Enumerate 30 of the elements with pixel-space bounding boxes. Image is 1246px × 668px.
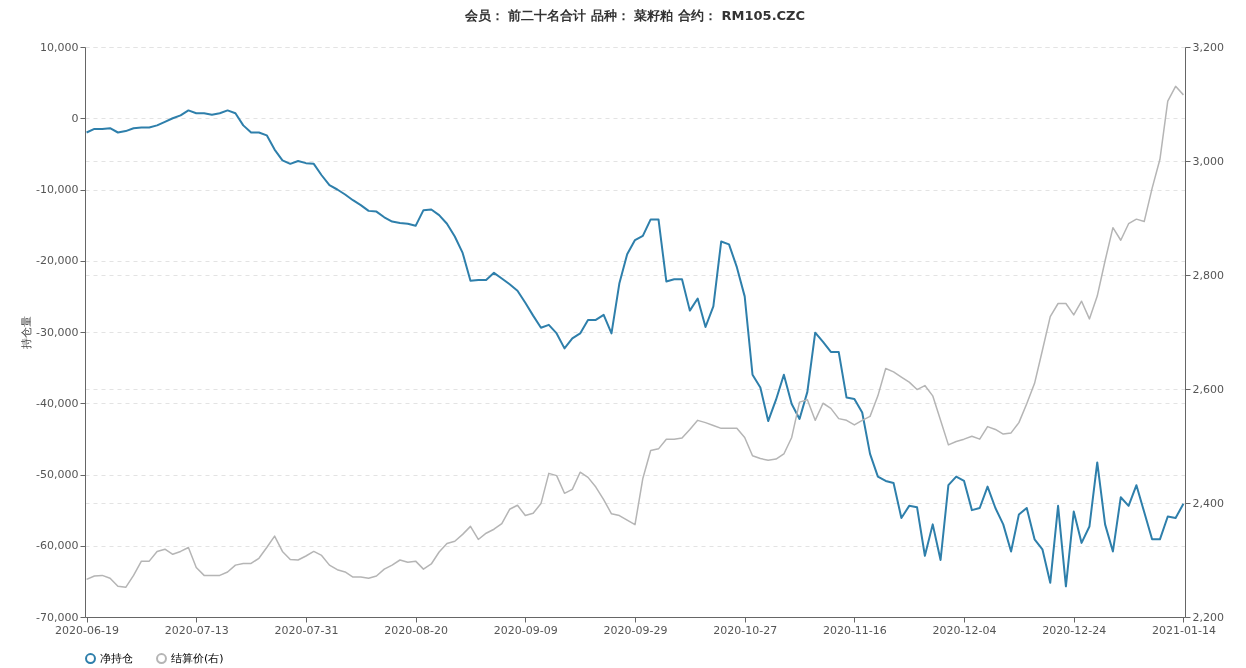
y2-tick-label: 2,600	[1192, 382, 1224, 396]
y2-tick-label: 2,200	[1192, 610, 1224, 624]
y-tick-label: -50,000	[36, 468, 79, 481]
y-tick-label: -10,000	[36, 183, 79, 196]
legend-label: 净持仓	[100, 651, 133, 665]
x-tick-label: 2020-12-04	[932, 623, 997, 637]
y2-tick-label: 3,000	[1192, 154, 1224, 168]
y2-tick-label: 2,400	[1192, 496, 1224, 510]
x-tick-label: 2020-08-20	[384, 623, 449, 637]
x-tick-label: 2020-06-19	[55, 623, 120, 637]
legend-label: 结算价(右)	[171, 651, 224, 665]
y-tick-label: -30,000	[36, 325, 79, 339]
x-tick-label: 2020-12-24	[1042, 623, 1107, 637]
x-tick-label: 2020-10-27	[713, 623, 778, 637]
x-tick-label: 2020-07-13	[164, 623, 229, 637]
y-tick-label: -40,000	[36, 396, 79, 410]
x-tick-label: 2020-09-29	[603, 623, 668, 637]
y-axis-title: 持仓量	[20, 316, 34, 349]
y2-tick-label: 2,800	[1192, 268, 1224, 282]
x-tick-label: 2020-09-09	[493, 623, 558, 637]
y-tick-label: -70,000	[36, 610, 79, 624]
chart-title: 会员： 前二十名合计 品种： 菜籽粕 合约： RM105.CZC	[463, 8, 806, 23]
x-tick-label: 2020-07-31	[274, 623, 339, 637]
x-tick-label: 2020-11-16	[822, 623, 887, 637]
x-tick-label: 2021-01-14	[1151, 623, 1216, 637]
y-tick-label: 10,000	[40, 40, 79, 54]
y-tick-label: 0	[71, 111, 79, 125]
y-tick-label: -60,000	[36, 539, 79, 553]
y-tick-label: -20,000	[36, 254, 79, 268]
y2-tick-label: 3,200	[1192, 40, 1224, 54]
